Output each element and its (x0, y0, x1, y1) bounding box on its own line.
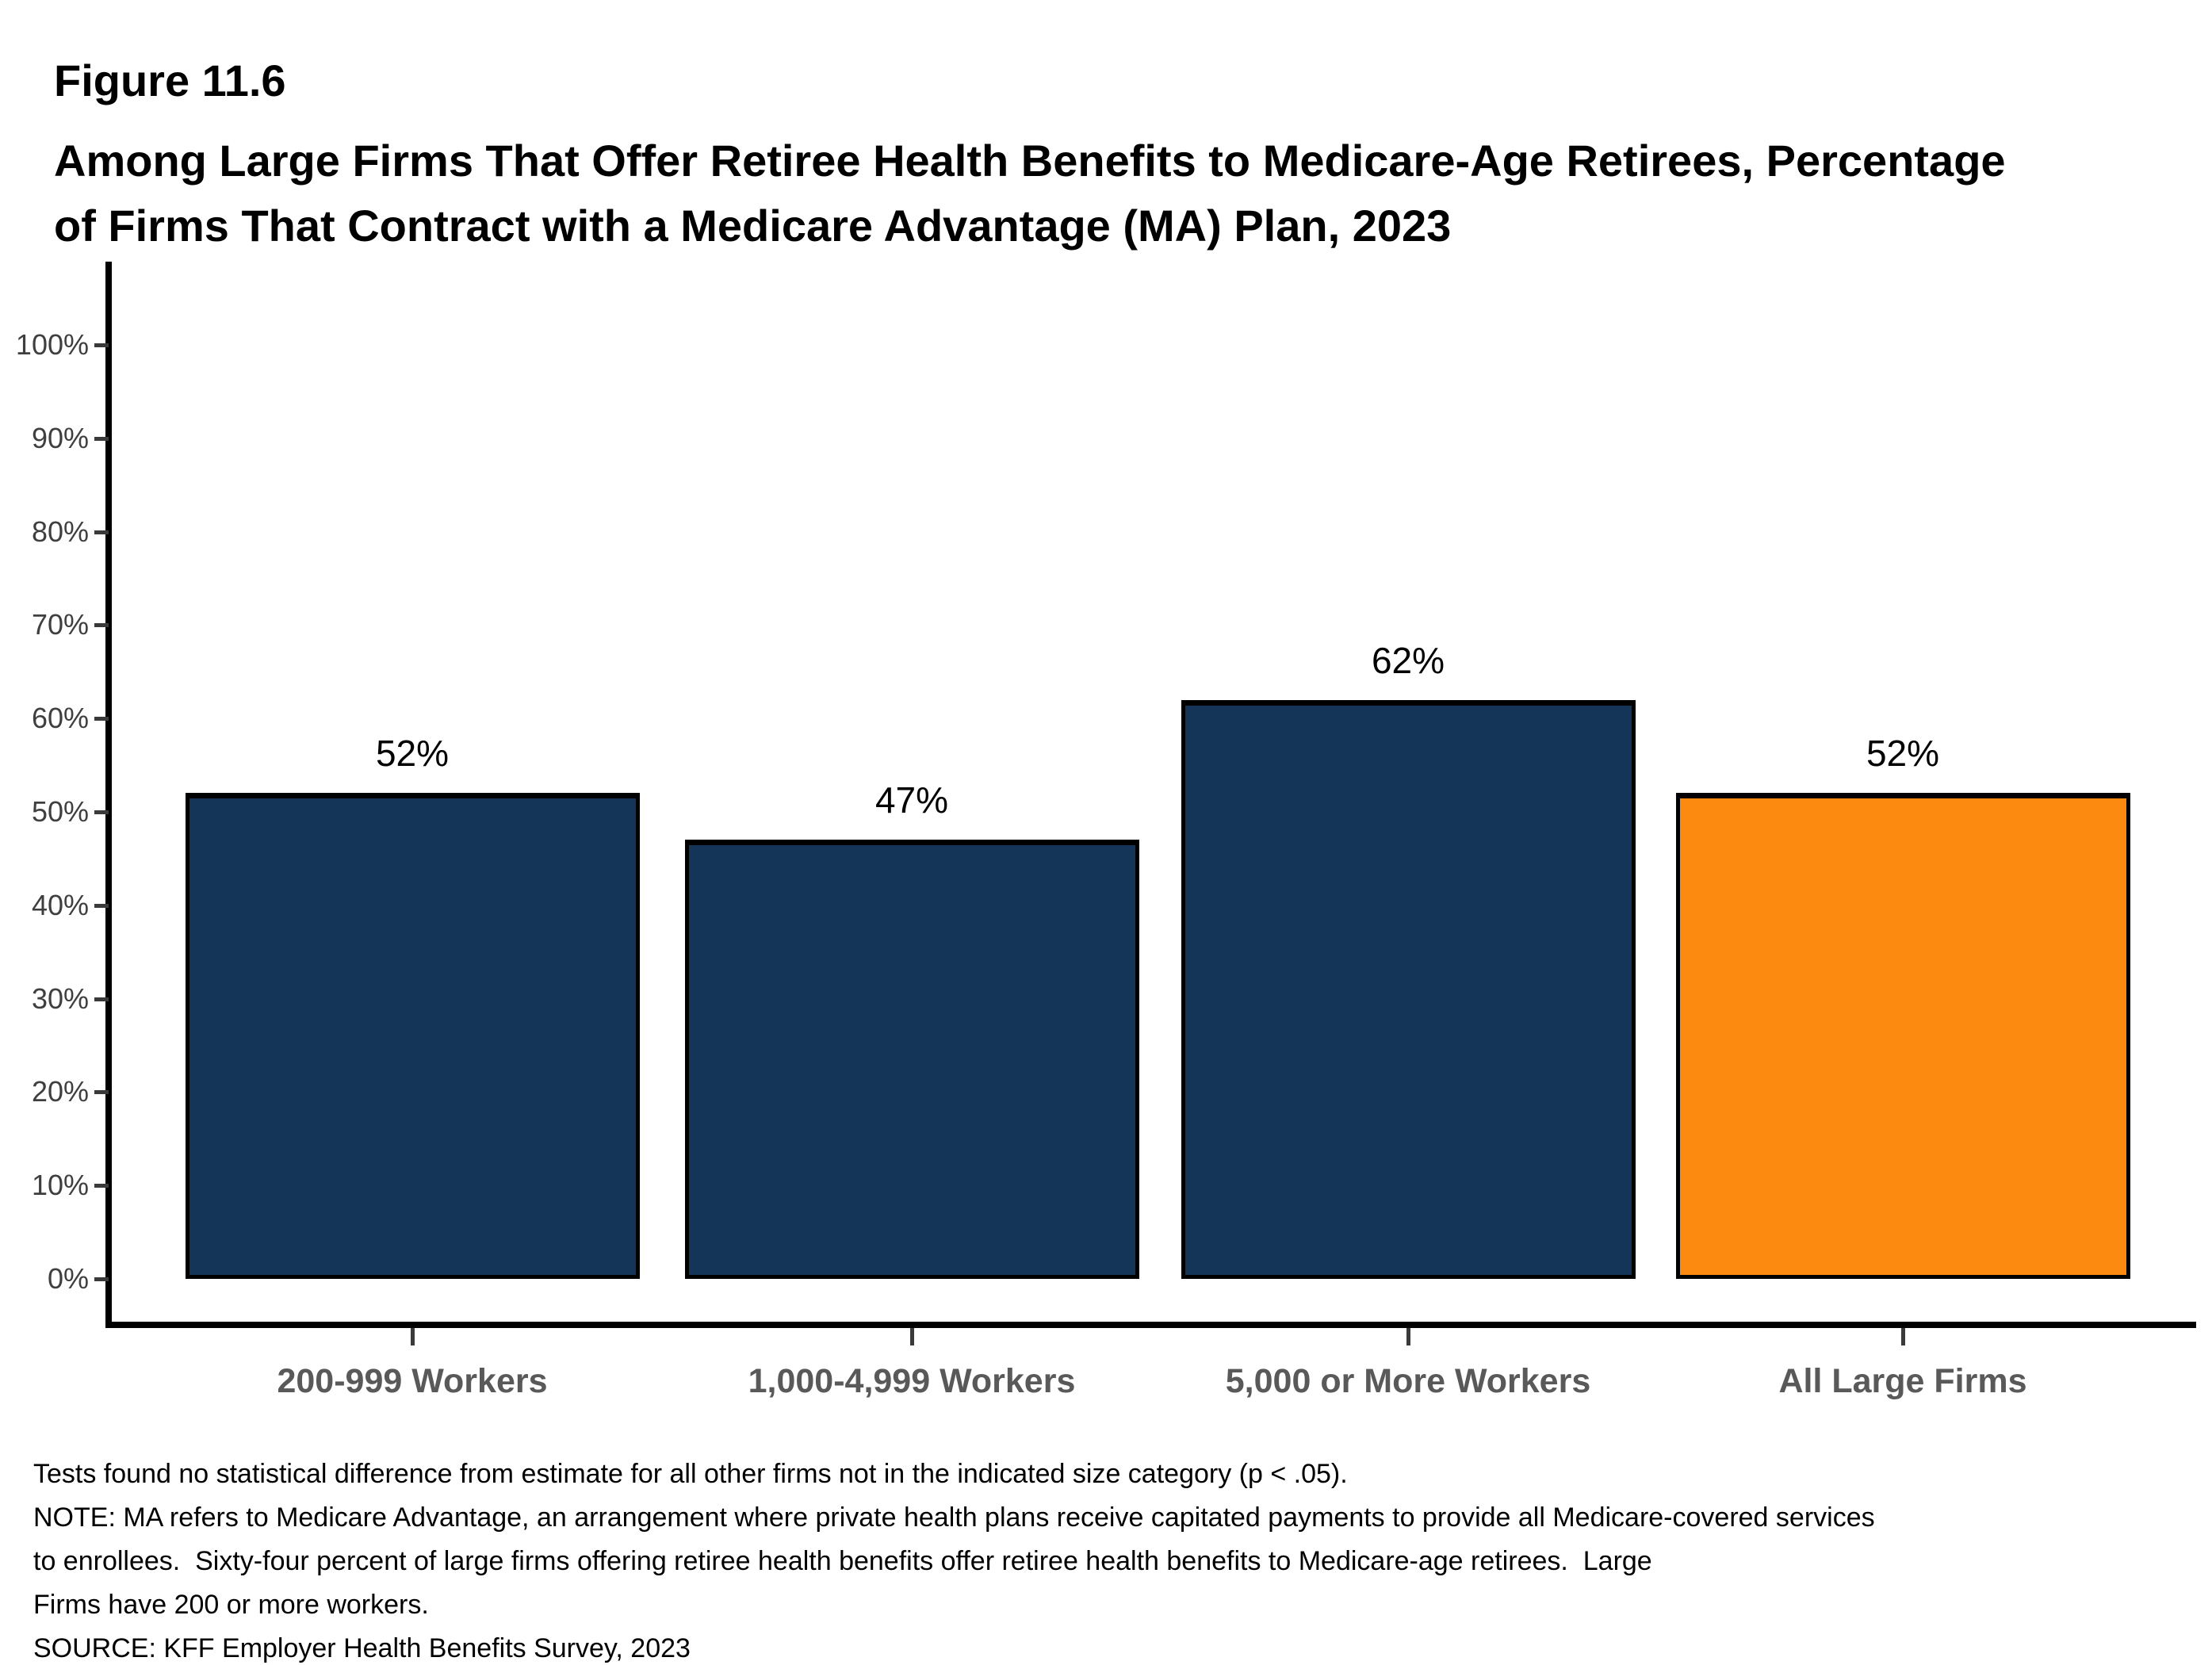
x-axis-label-all-large-firms: All Large Firms (1778, 1362, 2027, 1400)
bar-value-label-200-999-workers: 52% (375, 733, 450, 775)
y-axis-label-30pct: 30% (31, 982, 89, 1015)
y-axis-tick-100pct (94, 343, 109, 347)
y-axis-line (105, 262, 112, 1328)
y-axis-tick-30pct (94, 997, 109, 1001)
y-axis-label-80pct: 80% (31, 515, 89, 548)
bar-200-999-workers (185, 793, 640, 1279)
figure-title-line-2: of Firms That Contract with a Medicare A… (54, 201, 1452, 251)
x-axis-tick-5-000-or-more-workers (1406, 1328, 1410, 1345)
y-axis-label-0pct: 0% (47, 1262, 89, 1295)
footnote-note-line-2: to enrollees. Sixty-four percent of larg… (33, 1546, 1652, 1576)
y-axis-tick-80pct (94, 530, 109, 534)
y-axis-label-40pct: 40% (31, 888, 89, 921)
x-axis-label-5-000-or-more-workers: 5,000 or More Workers (1225, 1362, 1591, 1400)
x-axis-tick-all-large-firms (1901, 1328, 1905, 1345)
bar-value-label-5-000-or-more-workers: 62% (1371, 639, 1445, 681)
x-axis-label-1-000-4-999-workers: 1,000-4,999 Workers (748, 1362, 1076, 1400)
y-axis-label-90pct: 90% (31, 421, 89, 454)
x-axis-line (105, 1322, 2196, 1328)
y-axis-tick-10pct (94, 1184, 109, 1188)
y-axis-label-10pct: 10% (31, 1169, 89, 1202)
footnote-note-line-1: NOTE: MA refers to Medicare Advantage, a… (33, 1502, 1875, 1533)
bar-all-large-firms (1675, 793, 2130, 1279)
title-block: Figure 11.6 Among Large Firms That Offer… (54, 57, 2006, 258)
y-axis-tick-70pct (94, 623, 109, 628)
y-axis-tick-0pct (94, 1277, 109, 1281)
y-axis-label-70pct: 70% (31, 608, 89, 641)
bar-1-000-4-999-workers (684, 840, 1139, 1279)
y-axis-label-100pct: 100% (15, 328, 89, 361)
footnote-source: SOURCE: KFF Employer Health Benefits Sur… (33, 1633, 691, 1663)
y-axis-tick-60pct (94, 717, 109, 722)
y-axis-label-60pct: 60% (31, 702, 89, 735)
y-axis-tick-40pct (94, 903, 109, 908)
x-axis-tick-1-000-4-999-workers (910, 1328, 914, 1345)
y-axis-tick-90pct (94, 436, 109, 441)
footnote-note-line-3: Firms have 200 or more workers. (33, 1590, 429, 1620)
figure-number: Figure 11.6 (54, 56, 286, 105)
y-axis-label-20pct: 20% (31, 1075, 89, 1108)
x-axis-tick-200-999-workers (411, 1328, 415, 1345)
footnote-stat-test: Tests found no statistical difference fr… (33, 1459, 1348, 1489)
x-axis-label-200-999-workers: 200-999 Workers (277, 1362, 548, 1400)
bar-value-label-1-000-4-999-workers: 47% (874, 779, 949, 821)
y-axis-tick-50pct (94, 810, 109, 814)
y-axis-label-50pct: 50% (31, 795, 89, 828)
bar-5-000-or-more-workers (1181, 699, 1636, 1279)
footnotes: Tests found no statistical difference fr… (33, 1453, 2190, 1665)
y-axis-tick-20pct (94, 1090, 109, 1095)
bar-value-label-all-large-firms: 52% (1866, 733, 1940, 775)
figure-title-line-1: Among Large Firms That Offer Retiree Hea… (54, 136, 2006, 186)
